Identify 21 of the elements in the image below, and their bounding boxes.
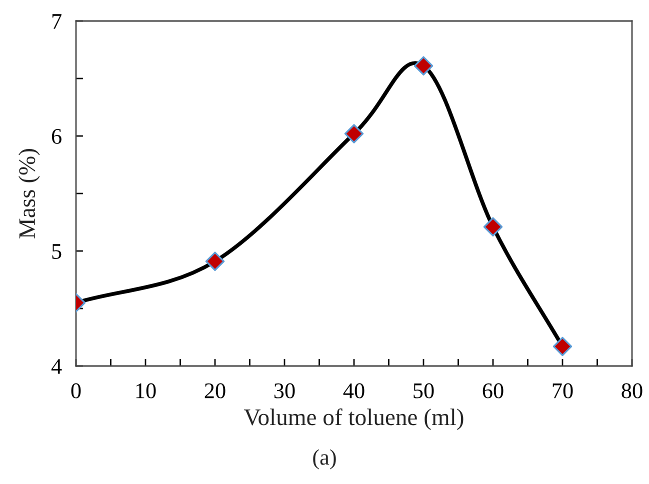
y-tick-label: 4 [51, 359, 62, 374]
x-tick-label: 10 [136, 383, 156, 398]
x-tick-label: 80 [622, 383, 642, 398]
text: (a) [313, 449, 336, 470]
x-tick-label: 70 [552, 383, 573, 398]
x-tick-label: 60 [482, 383, 504, 398]
x-axis-title: Volume of toluene (ml) [244, 408, 464, 430]
x-tick-label: 30 [274, 383, 295, 398]
point [205, 252, 225, 271]
point [552, 336, 572, 356]
x-tick-label: 50 [414, 383, 434, 398]
point [483, 217, 503, 236]
point [344, 124, 364, 144]
y-tick-label: 6 [52, 128, 62, 144]
x-tick-label: 20 [204, 383, 226, 398]
x-tick-label: 0 [71, 383, 81, 398]
x-tick-label: 40 [343, 383, 364, 398]
y-tick-label: 5 [52, 244, 62, 259]
y-axis-title: Mass (%) [18, 148, 40, 238]
point [414, 56, 434, 76]
y-tick-label: 7 [52, 14, 62, 29]
